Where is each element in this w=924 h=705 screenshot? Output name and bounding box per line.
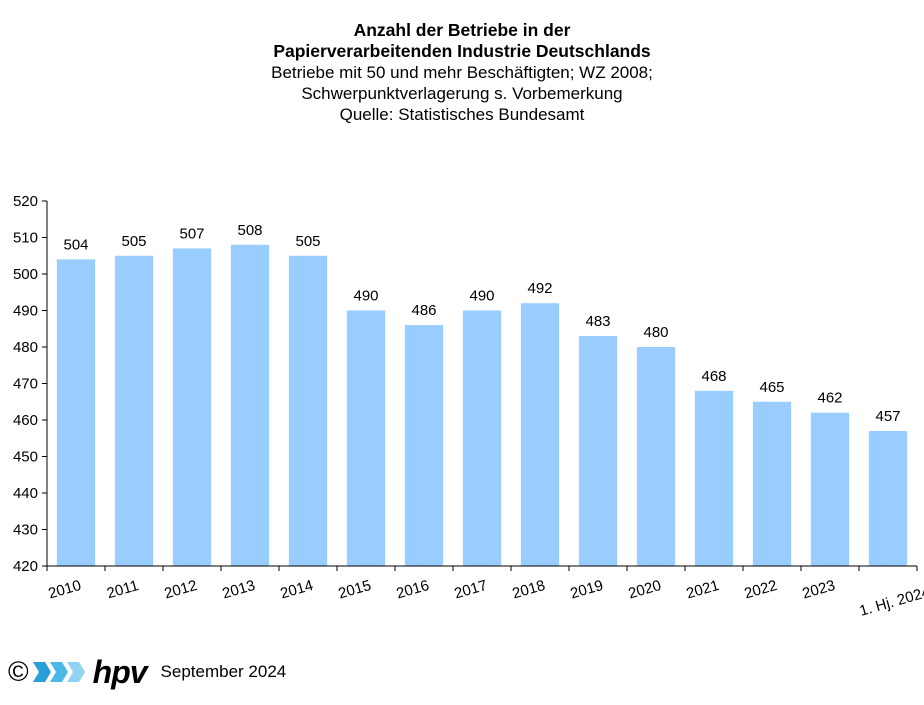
hpv-logo-arrows-icon [32,662,85,682]
bar-10 [636,347,676,566]
x-tick-label-10: 2020 [626,577,663,603]
y-axis: 420 430 440 450 460 470 480 490 500 510 520 [13,193,48,575]
x-tick-label-9: 2019 [568,577,605,603]
hpv-logo-text: hpv [92,653,148,690]
y-tick-label-6: 480 [13,339,38,356]
data-label-4: 505 [295,233,320,250]
y-tick-label-2: 440 [13,485,38,502]
x-tick-label-12: 2022 [742,577,779,603]
y-tick-label-3: 450 [13,449,38,466]
y-tick-label-5: 470 [13,376,38,393]
copyright-symbol: © [8,656,29,687]
data-label-0: 504 [63,236,88,253]
bar-12 [752,401,792,566]
footer-date: September 2024 [160,662,287,681]
y-tick-label-1: 430 [13,522,38,539]
bars-group [56,244,908,567]
x-tick-label-11: 2021 [684,577,721,603]
x-tick-label-4: 2014 [278,577,315,603]
x-tick-label-14: 1. Hj. 2024 [858,584,924,620]
y-tick-label-7: 490 [13,303,38,320]
data-label-3: 508 [237,222,262,239]
y-tick-label-0: 420 [13,558,38,575]
bar-0 [56,259,96,566]
x-tick-label-7: 2017 [452,577,489,603]
x-tick-label-6: 2016 [394,577,431,603]
data-label-12: 465 [759,379,784,396]
bar-7 [462,310,502,566]
y-tick-label-10: 520 [13,193,38,210]
bar-5 [346,310,386,566]
x-tick-label-13: 2023 [800,577,837,603]
chart-subtitle-2: Schwerpunktverlagerung s. Vorbemerkung [301,84,623,103]
data-label-5: 490 [353,288,378,305]
chart-subtitle-3: Quelle: Statistisches Bundesamt [339,105,585,124]
bar-4 [288,255,328,566]
bar-9 [578,336,618,566]
data-label-8: 492 [527,280,552,297]
bar-3 [230,244,270,567]
x-tick-label-3: 2013 [220,577,257,603]
chart-titles: Anzahl der Betriebe in der Papierverarbe… [0,20,924,125]
data-label-13: 462 [817,390,842,407]
bar-1 [114,255,154,566]
y-tick-label-9: 510 [13,230,38,247]
bar-6 [404,325,444,566]
bar-13 [810,412,850,566]
data-label-6: 486 [411,302,436,319]
data-label-1: 505 [121,233,146,250]
x-tick-label-8: 2018 [510,577,547,603]
x-tick-label-2: 2012 [162,577,199,603]
x-tick-label-1: 2011 [105,577,141,602]
x-tick-label-5: 2015 [336,577,373,603]
bar-14 [868,430,908,566]
bar-11 [694,390,734,566]
data-label-7: 490 [469,288,494,305]
x-tick-label-0: 2010 [46,577,83,603]
y-tick-label-8: 500 [13,266,38,283]
x-axis: 2010 2011 2012 2013 2014 2015 2016 2017 2018 2019… [46,565,924,620]
bar-2 [172,248,212,566]
footer: © hpv September 2024 [8,650,286,694]
y-tick-label-4: 460 [13,412,38,429]
data-labels-group: 504 505 507 508 505 490 486 490 492 483 480 468 465 4… [63,222,900,425]
chart-title: Anzahl der Betriebe in der [353,20,571,40]
chart-title-line2: Papierverarbeitenden Industrie Deutschla… [273,41,651,61]
data-label-11: 468 [701,368,726,385]
data-label-14: 457 [875,408,900,425]
bar-8 [520,303,560,566]
chart-subtitle-1: Betriebe mit 50 und mehr Beschäftigten; … [271,63,653,82]
data-label-9: 483 [585,313,610,330]
data-label-10: 480 [643,324,668,341]
data-label-2: 507 [179,225,204,242]
